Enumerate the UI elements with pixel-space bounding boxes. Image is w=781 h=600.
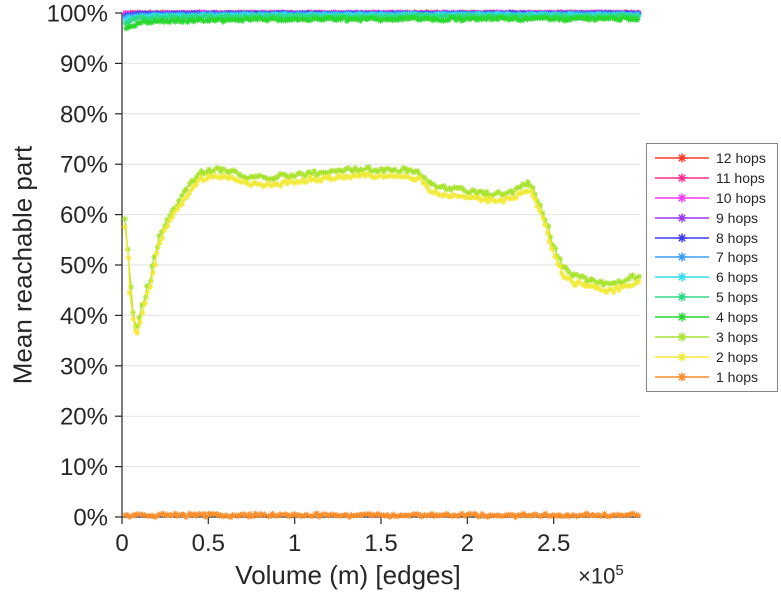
- series-markers-1-hops: [122, 510, 642, 521]
- legend-item: 6 hops: [653, 268, 777, 287]
- legend-item: 9 hops: [653, 208, 777, 227]
- y-tick-label: 20%: [60, 404, 108, 431]
- legend-label: 1 hops: [716, 368, 759, 385]
- x-axis-exponent-power: 5: [615, 562, 624, 579]
- legend-item: 7 hops: [653, 248, 777, 267]
- y-tick-label: 0%: [73, 505, 108, 532]
- legend-item: 12 hops: [653, 148, 777, 167]
- legend-item: 3 hops: [653, 328, 777, 347]
- legend-item: 10 hops: [653, 188, 777, 207]
- x-tick-label: 0: [115, 530, 128, 557]
- legend-item: 1 hops: [653, 367, 777, 386]
- legend-label: 2 hops: [716, 349, 759, 366]
- legend-item: 5 hops: [653, 288, 777, 307]
- series-line-2-hops: [124, 172, 639, 335]
- legend-marker-icon: [655, 173, 709, 183]
- x-tick-label: 0.5: [192, 530, 225, 557]
- y-tick-label: 90%: [60, 51, 108, 78]
- x-tick-label: 2.5: [537, 530, 570, 557]
- y-tick-label: 40%: [60, 303, 108, 330]
- series-markers-2-hops: [121, 170, 642, 336]
- legend-label: 6 hops: [716, 269, 759, 286]
- x-axis-label: Volume (m) [edges]: [235, 560, 461, 590]
- legend-label: 7 hops: [716, 249, 759, 266]
- legend-marker-icon: [655, 372, 709, 382]
- legend-label: 3 hops: [716, 329, 759, 346]
- legend-marker-icon: [655, 153, 709, 163]
- legend-label: 10 hops: [716, 189, 766, 206]
- y-axis-label: Mean reachable part: [7, 145, 38, 385]
- y-tick-label: 10%: [60, 454, 108, 481]
- y-tick-label: 70%: [60, 152, 108, 179]
- legend-item: 2 hops: [653, 348, 777, 367]
- series-line-3-hops: [124, 166, 640, 327]
- x-axis-exponent: ×105: [578, 562, 624, 589]
- legend-item: 4 hops: [653, 308, 777, 327]
- y-tick-label: 80%: [60, 101, 108, 128]
- legend-item: 8 hops: [653, 228, 777, 247]
- legend-label: 5 hops: [716, 289, 759, 306]
- legend-label: 8 hops: [716, 229, 759, 246]
- legend-label: 12 hops: [716, 149, 766, 166]
- legend-item: 11 hops: [653, 168, 777, 187]
- legend-marker-icon: [655, 193, 709, 203]
- legend-label: 9 hops: [716, 209, 759, 226]
- legend-marker-icon: [655, 252, 709, 262]
- legend-marker-icon: [655, 233, 709, 243]
- legend-marker-icon: [655, 292, 709, 302]
- series-markers-3-hops: [121, 164, 642, 330]
- y-tick-label: 100%: [47, 1, 108, 28]
- x-tick-label: 2: [461, 530, 474, 557]
- y-tick-label: 60%: [60, 202, 108, 229]
- legend-marker-icon: [655, 213, 709, 223]
- y-tick-label: 30%: [60, 353, 108, 380]
- legend-marker-icon: [655, 332, 709, 342]
- legend-marker-icon: [655, 312, 709, 322]
- y-tick-label: 50%: [60, 253, 108, 280]
- x-tick-label: 1: [288, 530, 301, 557]
- legend-label: 4 hops: [716, 309, 759, 326]
- x-tick-label: 1.5: [364, 530, 397, 557]
- x-axis-exponent-base: ×10: [578, 563, 616, 589]
- legend-marker-icon: [655, 352, 709, 362]
- legend-label: 11 hops: [716, 169, 765, 186]
- legend: 12 hops 11 hops 10 hops 9 hops 8 hops 7 hops 6…: [646, 143, 778, 392]
- series-markers-4-hops: [123, 14, 641, 32]
- legend-marker-icon: [655, 272, 709, 282]
